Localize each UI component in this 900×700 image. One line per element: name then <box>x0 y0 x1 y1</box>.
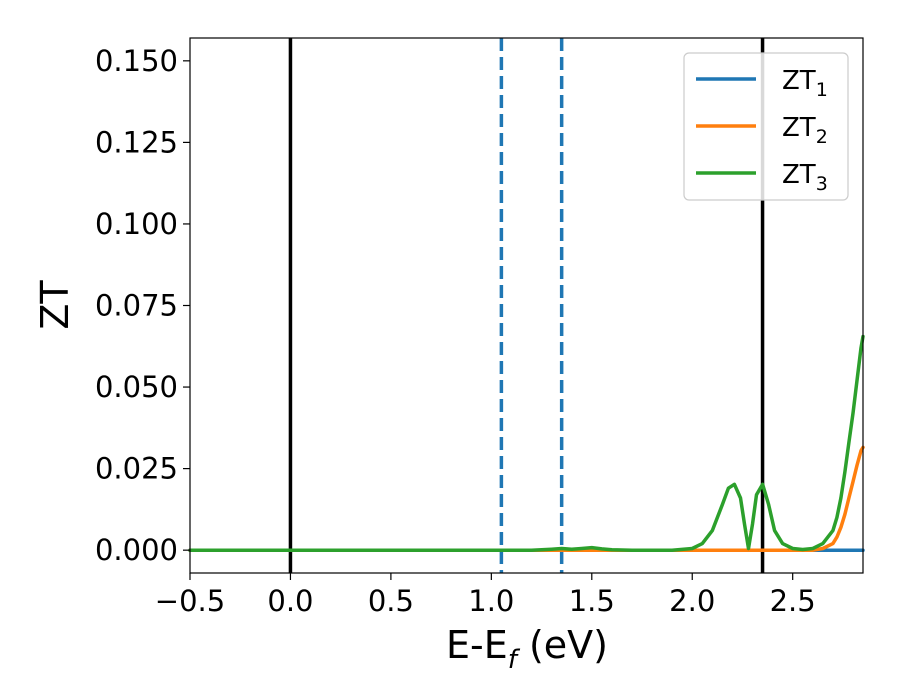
x-tick-label: 1.5 <box>569 584 615 618</box>
legend-box <box>683 52 849 201</box>
y-tick-label: 0.050 <box>95 370 178 404</box>
y-tick-label: 0.100 <box>95 207 178 241</box>
y-tick-label: 0.025 <box>95 452 178 486</box>
x-axis-ticks: −0.5 0.0 0.5 1.0 1.5 2.0 2.5 <box>155 573 816 618</box>
x-axis-label-unit: (eV) <box>517 623 608 667</box>
x-tick-label: 0.0 <box>267 584 313 618</box>
x-axis-label: E-Ef (eV) <box>446 623 608 675</box>
y-axis-ticks: 0.000 0.025 0.050 0.075 0.100 0.125 0.150 <box>95 44 190 567</box>
y-tick-label: 0.000 <box>95 533 178 567</box>
x-tick-label: −0.5 <box>155 584 225 618</box>
y-tick-label: 0.150 <box>95 44 178 78</box>
series-layer <box>188 334 865 552</box>
legend-label-zt3: ZT3 <box>782 160 828 195</box>
y-tick-label: 0.125 <box>95 125 178 159</box>
x-tick-label: 2.5 <box>770 584 816 618</box>
legend-label-zt1: ZT1 <box>782 66 828 101</box>
y-axis-label: ZT <box>33 280 77 330</box>
x-tick-label: 1.0 <box>468 584 514 618</box>
legend-label-zt2: ZT2 <box>782 113 828 148</box>
y-tick-label: 0.075 <box>95 289 178 323</box>
x-tick-label: 0.5 <box>368 584 414 618</box>
x-tick-label: 2.0 <box>669 584 715 618</box>
series-line-zt3 <box>188 334 865 552</box>
legend: ZT1 ZT2 ZT3 <box>683 52 849 201</box>
